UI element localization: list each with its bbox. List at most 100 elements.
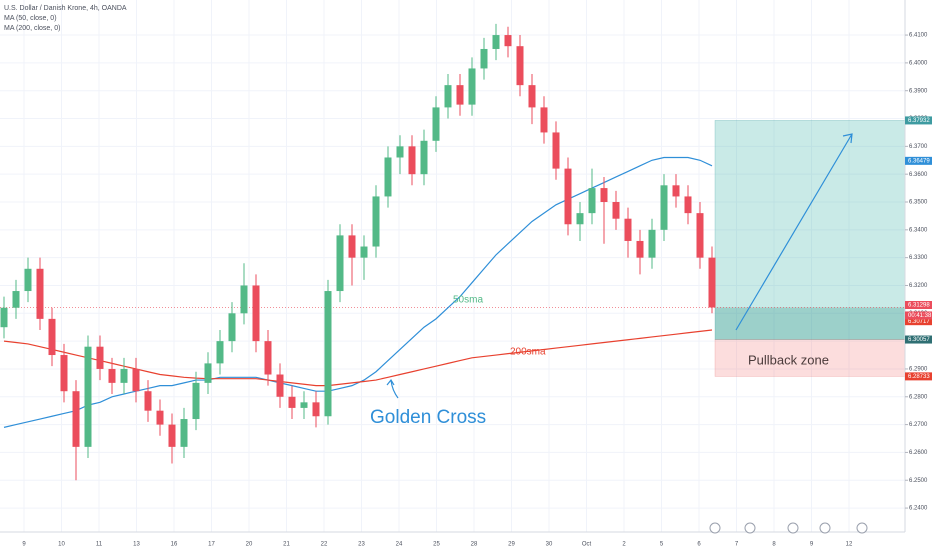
candles: [0, 23, 716, 481]
price-label-box: [905, 335, 932, 344]
y-tick-label: 6.3200: [909, 283, 928, 289]
candle-body: [84, 346, 92, 447]
indicator-label: MA (50, close, 0): [4, 15, 57, 22]
event-icon[interactable]: [709, 522, 721, 534]
open-profit-zone: [715, 307, 905, 340]
event-icon[interactable]: [856, 522, 868, 534]
candle-body: [624, 218, 632, 241]
candle-body: [24, 268, 32, 292]
candle-body: [648, 229, 656, 258]
x-tick-label: 22: [321, 542, 328, 548]
candle-body: [252, 285, 260, 342]
candle-body: [168, 424, 176, 447]
annotation: 50sma: [453, 295, 483, 306]
x-tick-label: 13: [133, 542, 140, 548]
candle-body: [708, 257, 716, 308]
candle-body: [360, 246, 368, 258]
indicator-label: MA (200, close, 0): [4, 25, 60, 32]
candle-body: [72, 391, 80, 447]
y-tick-label: 6.3500: [909, 200, 928, 206]
candle-body: [0, 307, 8, 328]
event-icon[interactable]: [787, 522, 799, 534]
candle-body: [396, 146, 404, 158]
y-tick-label: 6.4000: [909, 60, 928, 66]
y-tick-label: 6.3300: [909, 255, 928, 261]
candle-body: [468, 68, 476, 105]
candle-body: [12, 291, 20, 308]
candle-body: [96, 346, 104, 369]
x-tick-label: 5: [660, 542, 664, 548]
candle-body: [444, 85, 452, 108]
candle-body: [564, 168, 572, 225]
event-icon[interactable]: [819, 522, 831, 534]
y-tick-label: 6.4100: [909, 33, 928, 39]
x-tick-label: 25: [433, 542, 440, 548]
candle-body: [228, 313, 236, 342]
candle-body: [264, 341, 272, 375]
candle-body: [336, 235, 344, 292]
candle-body: [600, 188, 608, 203]
event-icons: [709, 522, 868, 534]
annotation: Golden Cross: [370, 407, 486, 428]
x-tick-label: 17: [208, 542, 215, 548]
y-tick-label: 6.3700: [909, 144, 928, 150]
price-label: 6.37932: [908, 118, 930, 124]
grid: [0, 0, 905, 532]
x-tick-label: 21: [283, 542, 290, 548]
candle-body: [408, 146, 416, 175]
projection-arrow: [735, 133, 853, 331]
price-label: 6.36479: [908, 158, 930, 164]
x-tick-label: 23: [358, 542, 365, 548]
candle-body: [276, 374, 284, 397]
candle-body: [456, 85, 464, 105]
candle-body: [480, 48, 488, 69]
candle-body: [312, 402, 320, 417]
price-label-box: [905, 156, 932, 165]
moving-average-line: [3, 329, 713, 387]
candle-body: [180, 419, 188, 447]
x-tick-label: 12: [846, 542, 853, 548]
countdown-box: [905, 311, 932, 320]
event-icon[interactable]: [744, 522, 756, 534]
candle-body: [636, 240, 644, 258]
candle-body: [672, 185, 680, 197]
x-tick-label: 24: [396, 542, 403, 548]
moving-average-line: [3, 156, 713, 428]
candle-body: [552, 132, 560, 169]
x-tick-label: 29: [508, 542, 515, 548]
candle-body: [204, 363, 212, 383]
x-tick-label: Oct: [582, 542, 592, 548]
candle-body: [516, 46, 524, 86]
candle-body: [684, 196, 692, 214]
candle-body: [240, 285, 248, 314]
price-label-box: [905, 301, 932, 310]
y-tick-label: 6.2900: [909, 367, 928, 373]
x-tick-label: 2: [622, 542, 626, 548]
price-label-box: [905, 116, 932, 125]
y-tick-label: 6.3400: [909, 227, 928, 233]
x-tick-label: 10: [58, 542, 65, 548]
candle-body: [696, 213, 704, 258]
x-tick-label: 6: [697, 542, 701, 548]
price-label: 6.30717: [908, 319, 930, 325]
candle-body: [144, 391, 152, 411]
candle-body: [588, 188, 596, 214]
position-tool: [0, 120, 906, 377]
annotation: 200sma: [510, 347, 546, 358]
candle-body: [576, 213, 584, 225]
candle-body: [324, 291, 332, 417]
y-tick-label: 6.2500: [909, 478, 928, 484]
candle-body: [504, 35, 512, 47]
chart-title: U.S. Dollar / Danish Krone, 4h, OANDA: [4, 5, 127, 12]
candle-body: [300, 402, 308, 408]
candle-body: [348, 235, 356, 258]
price-label: 6.28733: [908, 374, 930, 380]
candle-body: [120, 368, 128, 383]
x-tick-label: 28: [471, 542, 478, 548]
y-tick-label: 6.2400: [909, 506, 928, 512]
x-tick-label: 9: [22, 542, 26, 548]
candle-body: [156, 410, 164, 425]
